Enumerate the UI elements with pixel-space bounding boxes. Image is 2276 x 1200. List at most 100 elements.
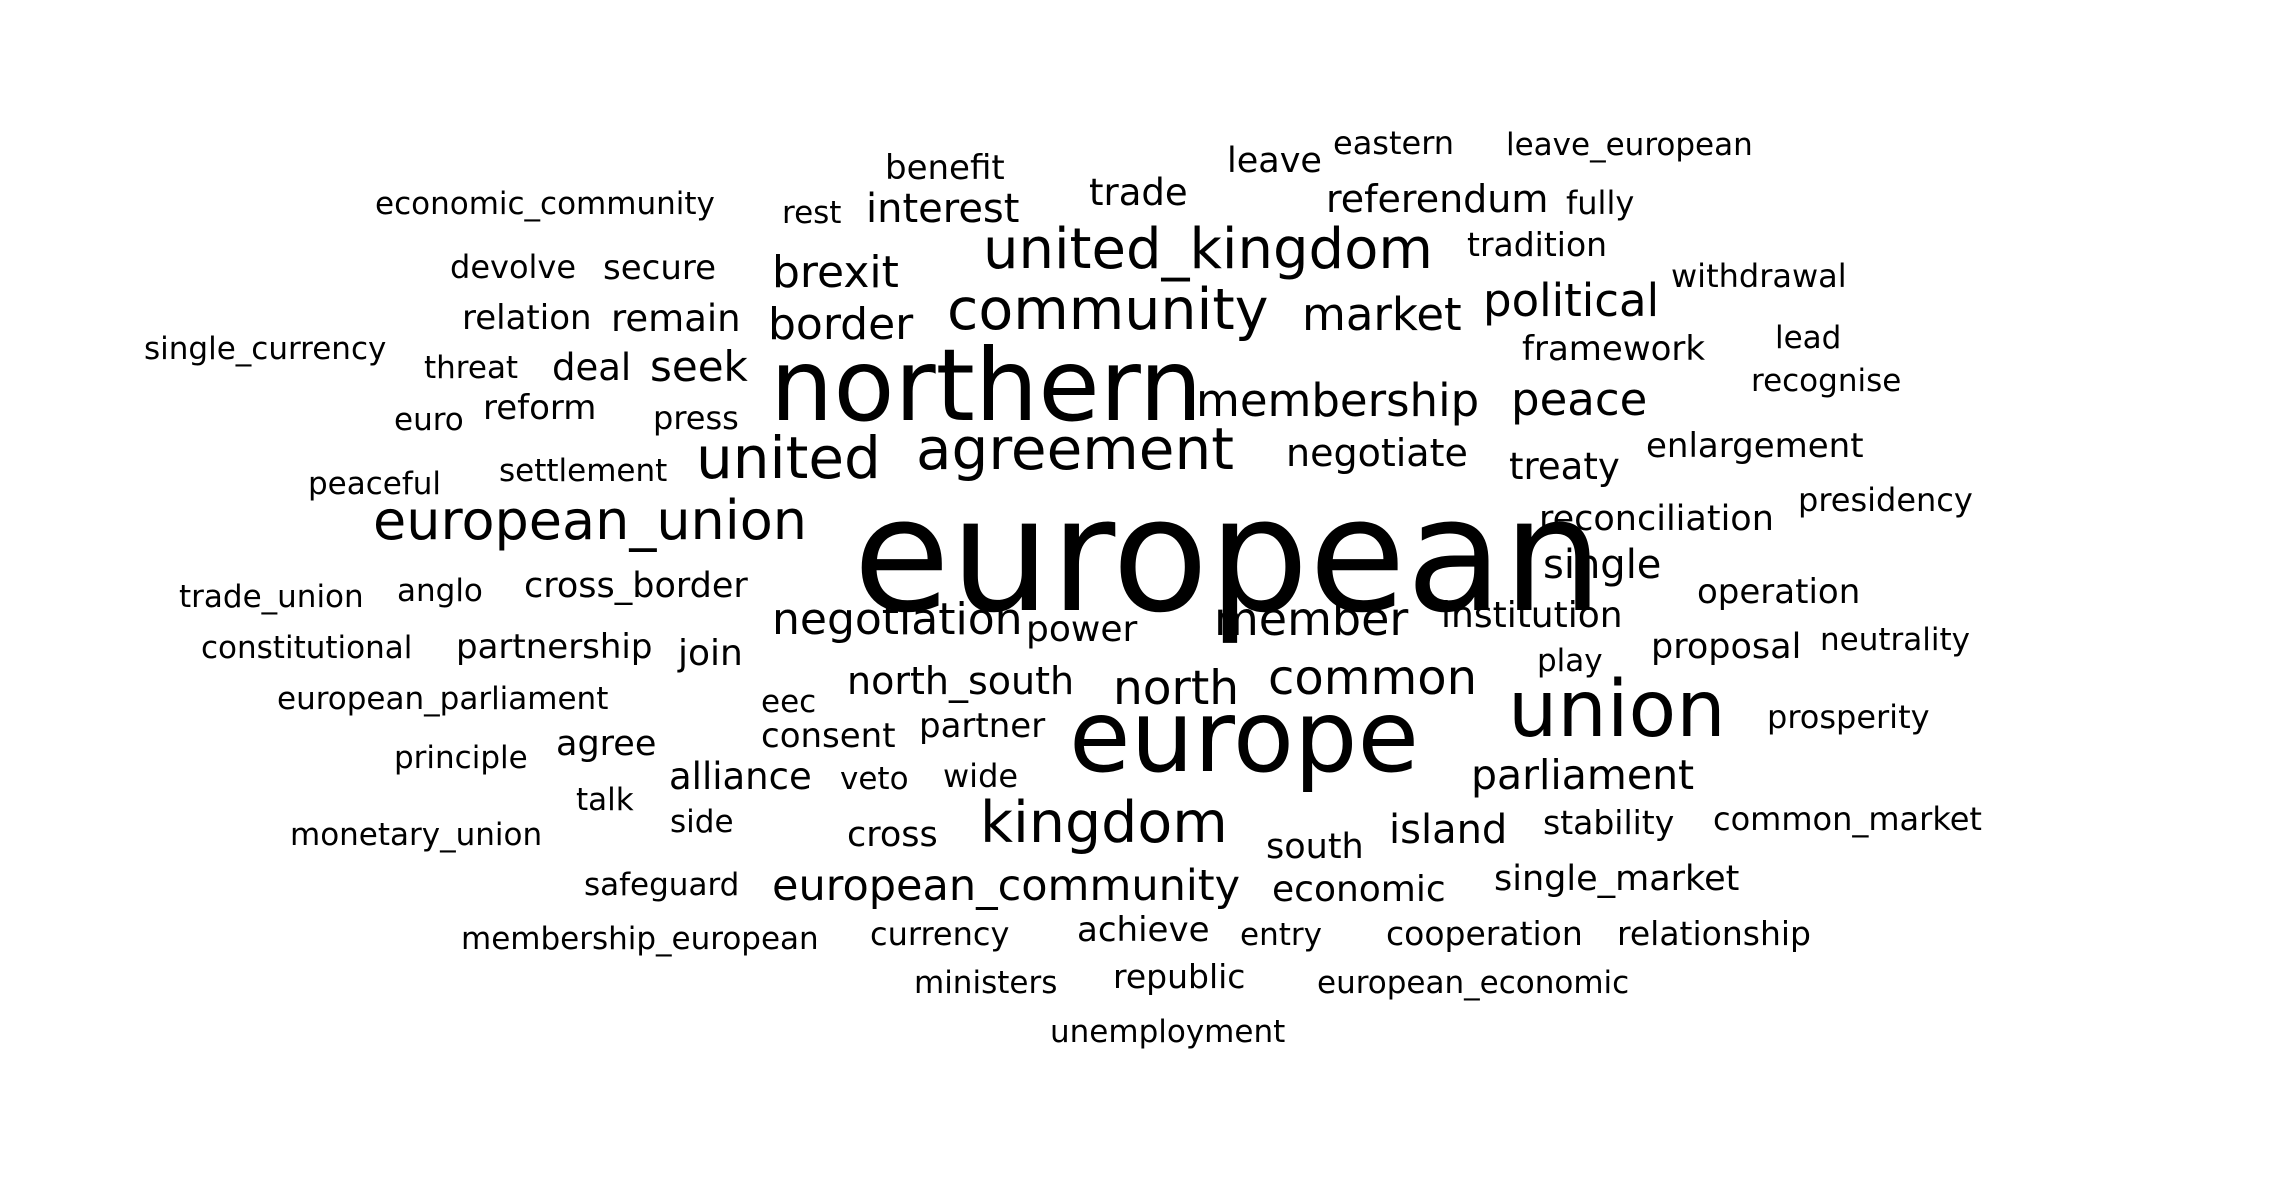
- word-safeguard: safeguard: [584, 867, 740, 903]
- word-cooperation: cooperation: [1386, 914, 1583, 953]
- word-currency: currency: [870, 915, 1010, 953]
- word-north_south: north_south: [847, 659, 1075, 703]
- word-agree: agree: [556, 724, 657, 764]
- word-veto: veto: [840, 761, 909, 797]
- word-trade_union: trade_union: [179, 579, 364, 615]
- word-single: single: [1543, 542, 1662, 588]
- word-reconciliation: reconciliation: [1539, 499, 1774, 539]
- word-negotiate: negotiate: [1286, 431, 1468, 475]
- word-secure: secure: [603, 248, 717, 288]
- word-stability: stability: [1543, 803, 1675, 842]
- word-achieve: achieve: [1077, 910, 1210, 950]
- word-side: side: [670, 804, 734, 840]
- word-economic: economic: [1272, 869, 1446, 910]
- word-enlargement: enlargement: [1646, 426, 1864, 466]
- word-interest: interest: [866, 186, 1020, 232]
- word-anglo: anglo: [397, 573, 483, 609]
- word-tradition: tradition: [1467, 225, 1608, 264]
- word-neutrality: neutrality: [1820, 622, 1970, 658]
- word-single_currency: single_currency: [144, 331, 387, 367]
- word-prosperity: prosperity: [1767, 698, 1930, 736]
- word-framework: framework: [1522, 329, 1706, 369]
- word-benefit: benefit: [885, 148, 1005, 188]
- word-settlement: settlement: [499, 453, 668, 489]
- word-south: south: [1266, 827, 1364, 867]
- word-proposal: proposal: [1651, 627, 1802, 667]
- word-european_economic: european_economic: [1317, 965, 1630, 1001]
- word-united: united: [696, 424, 881, 492]
- word-recognise: recognise: [1751, 363, 1902, 399]
- word-unemployment: unemployment: [1050, 1014, 1286, 1050]
- word-eastern: eastern: [1333, 124, 1455, 162]
- word-press: press: [653, 399, 739, 437]
- word-single_market: single_market: [1494, 859, 1740, 899]
- word-eec: eec: [761, 684, 817, 720]
- word-membership: membership: [1196, 374, 1480, 427]
- word-border: border: [768, 299, 914, 350]
- word-kingdom: kingdom: [980, 790, 1228, 856]
- word-relationship: relationship: [1617, 914, 1811, 953]
- word-principle: principle: [394, 740, 528, 776]
- word-trade: trade: [1089, 171, 1188, 214]
- word-united_kingdom: united_kingdom: [983, 217, 1433, 282]
- word-lead: lead: [1775, 320, 1842, 356]
- word-threat: threat: [424, 350, 519, 386]
- word-entry: entry: [1240, 917, 1322, 953]
- word-brexit: brexit: [772, 247, 899, 298]
- word-peace: peace: [1511, 373, 1648, 426]
- word-leave: leave: [1227, 141, 1322, 181]
- word-economic_community: economic_community: [375, 186, 715, 222]
- word-alliance: alliance: [669, 755, 812, 798]
- word-constitutional: constitutional: [201, 630, 413, 666]
- word-relation: relation: [462, 298, 592, 338]
- word-member: member: [1214, 592, 1409, 646]
- word-european_parliament: european_parliament: [277, 681, 609, 717]
- word-negotiation: negotiation: [772, 594, 1023, 645]
- word-euro: euro: [394, 402, 464, 438]
- word-presidency: presidency: [1798, 481, 1973, 519]
- word-island: island: [1389, 807, 1508, 853]
- word-consent: consent: [761, 716, 896, 756]
- word-agreement: agreement: [916, 415, 1234, 483]
- word-withdrawal: withdrawal: [1671, 257, 1847, 295]
- word-wide: wide: [943, 757, 1019, 795]
- word-rest: rest: [782, 195, 842, 231]
- word-europe: europe: [1069, 678, 1419, 795]
- word-devolve: devolve: [450, 248, 577, 286]
- word-partnership: partnership: [456, 627, 653, 667]
- word-referendum: referendum: [1326, 177, 1549, 221]
- word-market: market: [1302, 288, 1462, 341]
- word-european_community: european_community: [772, 861, 1241, 911]
- word-treaty: treaty: [1509, 445, 1620, 488]
- word-ministers: ministers: [914, 965, 1058, 1001]
- word-european: european: [853, 464, 1603, 648]
- word-partner: partner: [919, 706, 1046, 746]
- word-north: north: [1113, 661, 1240, 716]
- word-power: power: [1026, 609, 1138, 650]
- word-join: join: [678, 633, 743, 674]
- word-remain: remain: [611, 297, 741, 340]
- word-cross_border: cross_border: [524, 566, 748, 606]
- word-european_union: european_union: [373, 489, 808, 552]
- word-common_market: common_market: [1713, 800, 1982, 838]
- word-reform: reform: [483, 388, 597, 428]
- word-monetary_union: monetary_union: [290, 817, 543, 853]
- word-peaceful: peaceful: [308, 466, 442, 502]
- word-operation: operation: [1697, 572, 1861, 612]
- word-cross: cross: [847, 815, 938, 855]
- word-leave_european: leave_european: [1506, 127, 1753, 163]
- word-republic: republic: [1113, 957, 1246, 996]
- word-union: union: [1508, 665, 1726, 755]
- word-play: play: [1537, 643, 1603, 679]
- word-membership_european: membership_european: [461, 921, 819, 957]
- word-parliament: parliament: [1471, 751, 1695, 799]
- word-common: common: [1268, 650, 1478, 706]
- word-deal: deal: [552, 346, 632, 389]
- word-northern: northern: [770, 327, 1203, 444]
- word-institution: institution: [1441, 595, 1623, 636]
- word-political: political: [1483, 274, 1660, 327]
- word-community: community: [947, 277, 1269, 343]
- word-talk: talk: [576, 782, 634, 818]
- word-seek: seek: [650, 342, 748, 391]
